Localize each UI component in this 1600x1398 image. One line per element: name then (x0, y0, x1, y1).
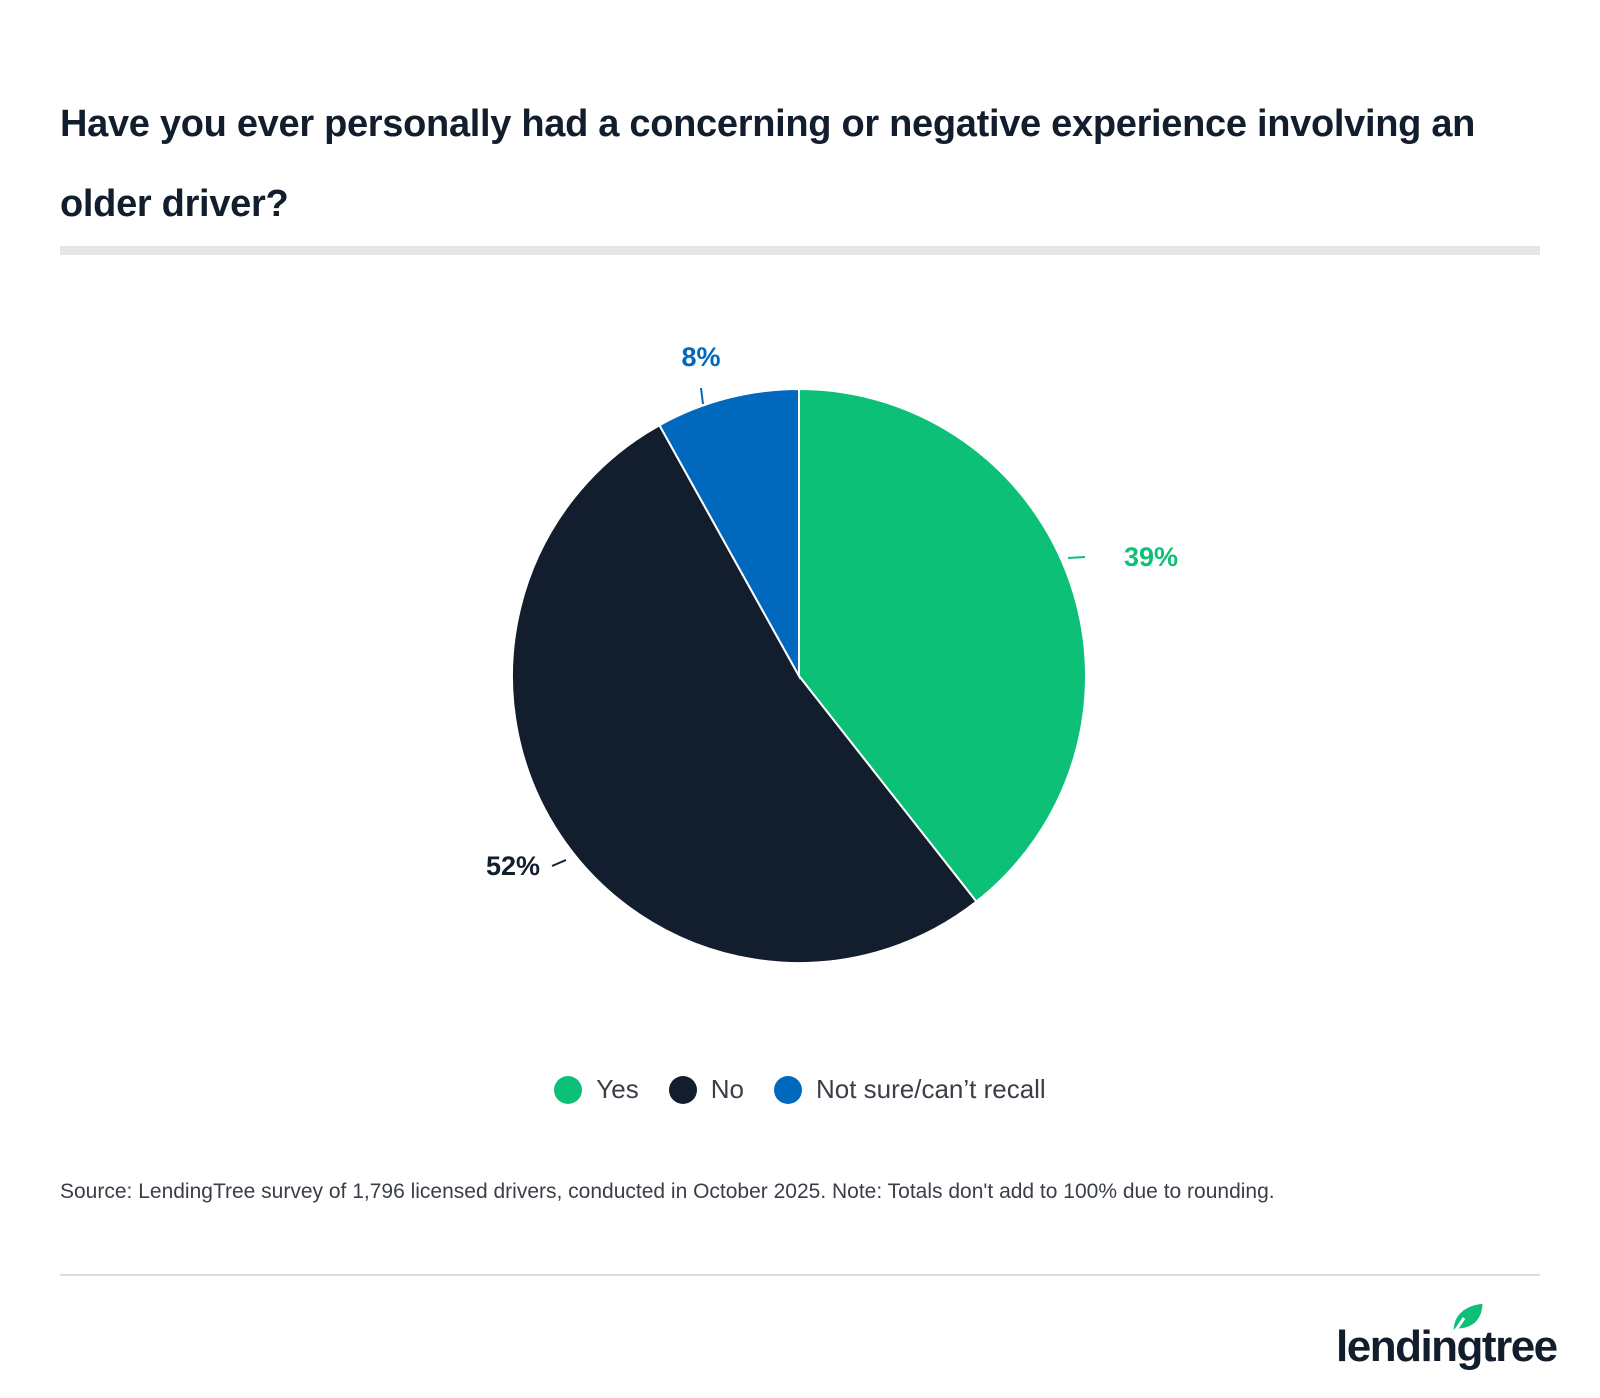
data-label-yes: 39% (1124, 542, 1178, 572)
pie-slice-no (511, 423, 978, 964)
logo-wordmark: lendingtree (1336, 1322, 1558, 1371)
leader-line-yes (1067, 556, 1086, 559)
leader-line-not-sure (700, 387, 704, 405)
leader-line-no (551, 859, 567, 867)
pie-chart: 39% 52% 8% (486, 342, 1178, 964)
source-note: Source: LendingTree survey of 1,796 lice… (60, 1180, 1275, 1203)
legend-label-no: No (710, 1074, 744, 1104)
legend: Yes No Not sure/can’t recall (0, 1074, 1600, 1105)
chart-title: Have you ever personally had a concernin… (60, 103, 1476, 225)
legend-label-yes: Yes (596, 1074, 639, 1104)
legend-swatch-yes (554, 1075, 583, 1104)
legend-item-no: No (668, 1074, 744, 1105)
footer-divider (60, 1274, 1540, 1276)
legend-item-yes: Yes (554, 1074, 639, 1105)
title-divider (60, 246, 1540, 255)
legend-swatch-no (668, 1075, 697, 1104)
leaf-icon (1450, 1300, 1486, 1333)
legend-item-not-sure: Not sure/can’t recall (773, 1074, 1046, 1105)
legend-label-not-sure: Not sure/can’t recall (815, 1074, 1046, 1104)
data-label-no: 52% (486, 851, 540, 881)
legend-swatch-not-sure (773, 1075, 802, 1104)
data-label-not-sure: 8% (681, 342, 720, 372)
pie-slice-yes (798, 387, 1087, 904)
lendingtree-logo: lendingtree (1336, 1300, 1558, 1372)
pie-slice-not-sure (658, 387, 800, 680)
